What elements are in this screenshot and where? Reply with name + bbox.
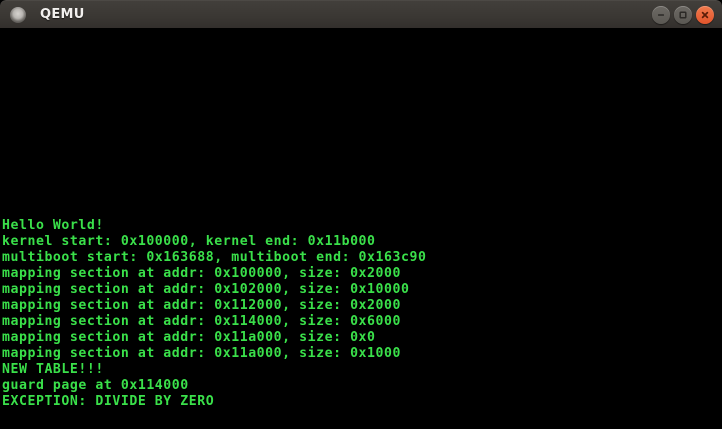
minimize-button[interactable]	[652, 6, 670, 24]
console-line: mapping section at addr: 0x11a000, size:…	[2, 346, 402, 361]
window-titlebar[interactable]: QEMU	[0, 0, 722, 28]
console-line: mapping section at addr: 0x100000, size:…	[2, 266, 402, 281]
window-title: QEMU	[40, 7, 85, 22]
window-controls	[652, 1, 714, 29]
close-button[interactable]	[696, 6, 714, 24]
qemu-app-icon	[10, 6, 26, 23]
maximize-icon	[679, 11, 687, 19]
console-line: multiboot start: 0x163688, multiboot end…	[2, 250, 427, 265]
console-line: mapping section at addr: 0x102000, size:…	[2, 282, 410, 297]
qemu-terminal-screen[interactable]: Hello World! kernel start: 0x100000, ker…	[0, 28, 722, 429]
console-line: Hello World!	[2, 218, 104, 233]
console-output: Hello World! kernel start: 0x100000, ker…	[2, 218, 718, 410]
console-line: mapping section at addr: 0x114000, size:…	[2, 314, 402, 329]
console-line: mapping section at addr: 0x11a000, size:…	[2, 330, 376, 345]
console-line: guard page at 0x114000	[2, 378, 189, 393]
maximize-button[interactable]	[674, 6, 692, 24]
console-line: kernel start: 0x100000, kernel end: 0x11…	[2, 234, 376, 249]
minimize-icon	[658, 14, 664, 16]
console-line: EXCEPTION: DIVIDE BY ZERO	[2, 394, 215, 409]
console-line: NEW TABLE!!!	[2, 362, 104, 377]
console-line: mapping section at addr: 0x112000, size:…	[2, 298, 402, 313]
close-icon	[701, 11, 709, 19]
